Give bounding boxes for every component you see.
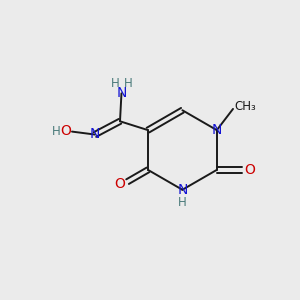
Text: N: N bbox=[212, 123, 222, 137]
Text: H: H bbox=[178, 196, 187, 208]
Text: O: O bbox=[60, 124, 71, 138]
Text: H: H bbox=[111, 77, 119, 90]
Text: O: O bbox=[244, 163, 255, 177]
Text: N: N bbox=[89, 127, 100, 141]
Text: H: H bbox=[52, 124, 61, 137]
Text: CH₃: CH₃ bbox=[235, 100, 256, 113]
Text: N: N bbox=[177, 183, 188, 197]
Text: O: O bbox=[114, 177, 125, 191]
Text: H: H bbox=[124, 77, 132, 90]
Text: N: N bbox=[116, 86, 127, 100]
